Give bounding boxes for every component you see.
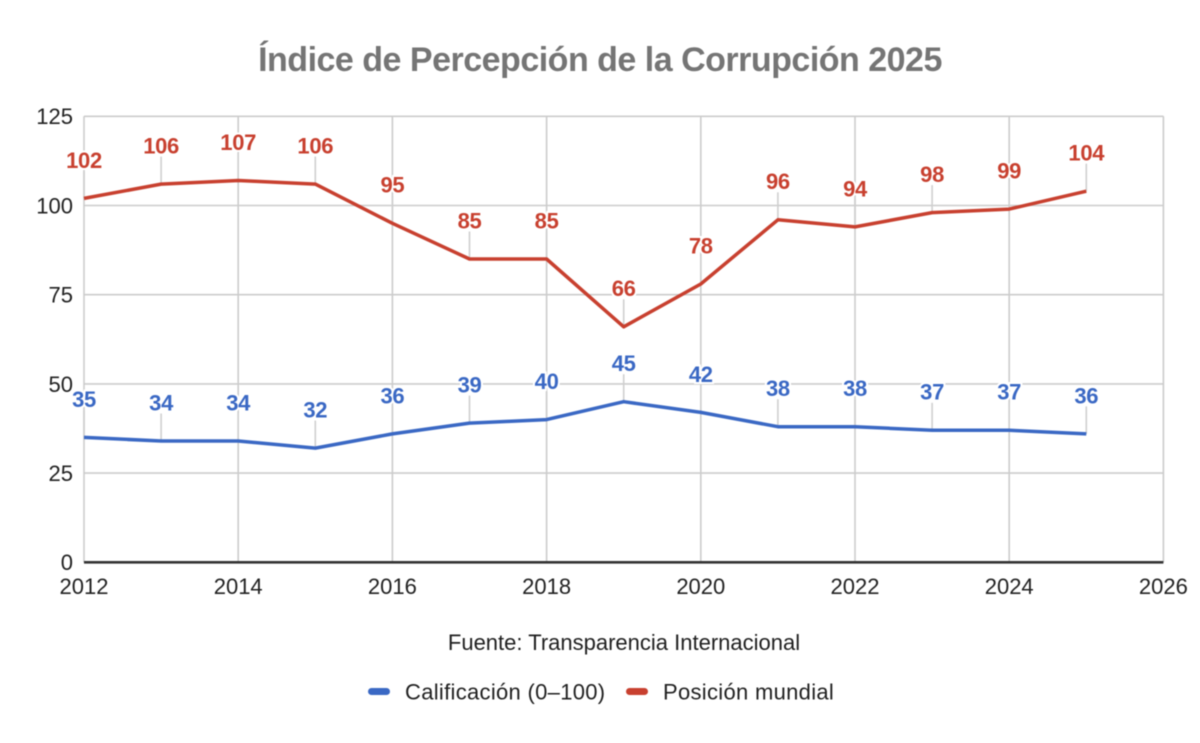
svg-text:34: 34 [226,390,251,415]
svg-text:106: 106 [143,134,179,159]
svg-text:40: 40 [535,369,559,394]
svg-text:99: 99 [997,159,1021,184]
svg-text:50: 50 [49,372,73,397]
svg-text:96: 96 [766,169,790,194]
svg-text:36: 36 [1074,383,1098,408]
svg-text:2024: 2024 [985,574,1034,599]
svg-text:2018: 2018 [522,574,571,599]
svg-text:25: 25 [49,461,73,486]
svg-text:125: 125 [36,104,73,129]
svg-text:37: 37 [997,380,1021,405]
svg-text:42: 42 [689,362,713,387]
svg-text:Calificación (0–100): Calificación (0–100) [405,679,605,704]
svg-text:100: 100 [36,193,73,218]
svg-text:98: 98 [920,162,944,187]
svg-text:95: 95 [380,173,404,198]
svg-text:85: 85 [458,208,482,233]
svg-text:2014: 2014 [214,574,263,599]
svg-text:32: 32 [303,398,327,423]
svg-text:39: 39 [458,373,482,398]
svg-text:36: 36 [380,383,404,408]
svg-text:Posición mundial: Posición mundial [663,679,834,704]
svg-text:94: 94 [843,176,868,201]
svg-text:Índice de Percepción de la Cor: Índice de Percepción de la Corrupción 20… [258,41,942,79]
svg-text:107: 107 [220,130,256,155]
svg-text:104: 104 [1068,141,1105,166]
svg-text:35: 35 [72,387,96,412]
svg-text:0: 0 [61,550,73,575]
svg-text:106: 106 [297,134,333,159]
svg-text:45: 45 [612,351,636,376]
svg-text:66: 66 [612,276,636,301]
svg-text:78: 78 [689,233,713,258]
svg-text:38: 38 [843,376,867,401]
svg-text:2022: 2022 [831,574,880,599]
svg-text:2016: 2016 [368,574,417,599]
svg-text:85: 85 [535,208,559,233]
svg-text:2012: 2012 [60,574,109,599]
svg-text:2020: 2020 [676,574,725,599]
svg-text:38: 38 [766,376,790,401]
svg-text:Fuente: Transparencia Internac: Fuente: Transparencia Internacional [448,630,800,655]
svg-text:2026: 2026 [1139,574,1188,599]
svg-text:37: 37 [920,380,944,405]
svg-text:102: 102 [66,148,102,173]
svg-text:75: 75 [49,283,73,308]
svg-text:34: 34 [149,390,174,415]
